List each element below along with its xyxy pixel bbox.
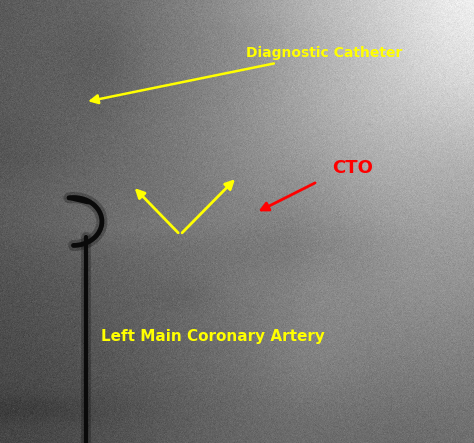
Text: Left Main Coronary Artery: Left Main Coronary Artery xyxy=(101,329,325,344)
Text: Diagnostic Catheter: Diagnostic Catheter xyxy=(91,46,403,103)
Text: CTO: CTO xyxy=(332,159,373,177)
